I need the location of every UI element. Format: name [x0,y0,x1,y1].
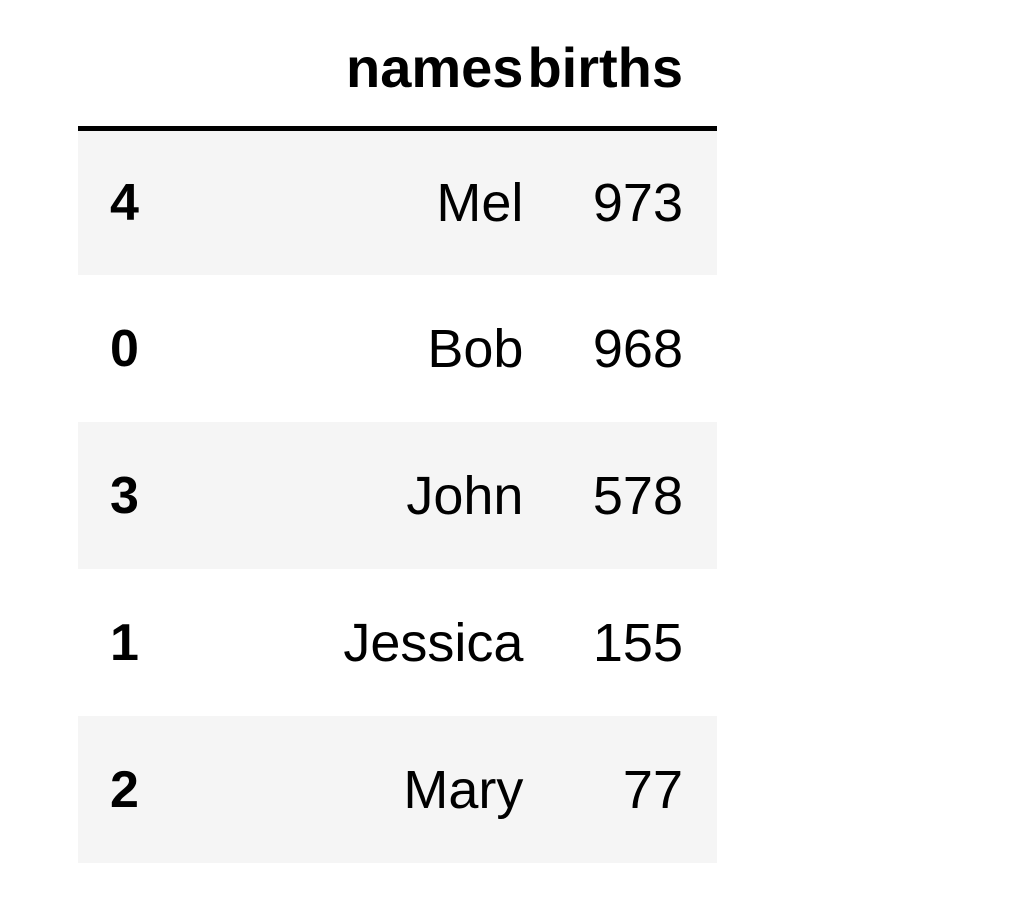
births-cell: 155 [592,612,683,673]
names-cell: Mel [436,172,524,233]
table-body: 4 Mel 973 0 Bob 968 3 John 578 1 Jessica… [78,128,717,863]
names-cell: Mary [403,759,524,820]
row-index: 0 [110,319,139,378]
row-index: 4 [110,173,139,232]
row-index: 1 [110,613,139,672]
row-index: 2 [110,760,139,819]
births-cell: 578 [592,465,683,526]
births-cell: 77 [622,759,683,820]
births-cell: 968 [592,318,683,379]
names-cell: John [406,465,524,526]
table-row: 3 John 578 [78,422,717,569]
births-column-header: births [527,0,717,131]
table-row: 4 Mel 973 [78,128,717,275]
names-column-header: names [202,0,528,131]
births-cell: 973 [592,172,683,233]
dataframe-table: names births 4 Mel 973 0 Bob 968 3 John … [78,0,717,863]
table-row: 0 Bob 968 [78,275,717,422]
names-cell: Jessica [343,612,524,673]
index-header [78,0,203,131]
table-header: names births [78,0,717,131]
row-index: 3 [110,466,139,525]
table-row: 2 Mary 77 [78,716,717,863]
header-row: names births [78,0,717,131]
names-cell: Bob [427,318,524,379]
table-row: 1 Jessica 155 [78,569,717,716]
